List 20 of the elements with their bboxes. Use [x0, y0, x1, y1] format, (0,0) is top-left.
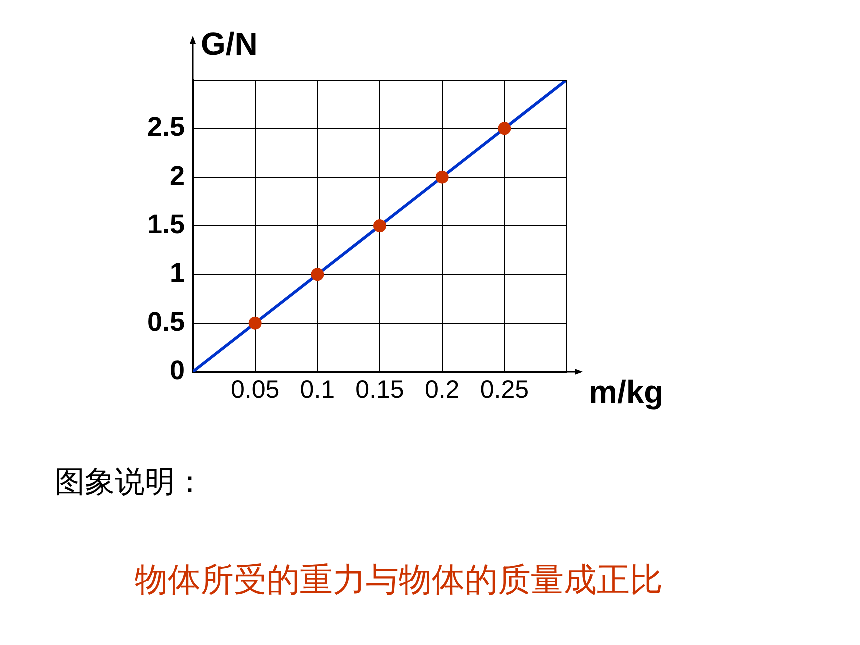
point	[248, 316, 262, 330]
x-tick-label: 0.05	[230, 376, 280, 404]
text: 图象说明：	[55, 464, 205, 502]
x-tick-label: 0.25	[480, 376, 530, 404]
point	[436, 170, 449, 184]
x-tick-label: 0.15	[356, 376, 404, 404]
y-tick-label: 1	[170, 258, 185, 288]
x-tick-label: 0.2	[424, 376, 460, 404]
point	[498, 122, 512, 136]
x-tick-label: 0.1	[300, 376, 336, 404]
text: 物体所受的重力与物体的质量成正比	[135, 559, 663, 601]
y-axis-title: G/N	[201, 26, 258, 62]
point	[311, 268, 324, 282]
x-axis-title: m/kg	[589, 374, 664, 410]
y-tick-label: 2	[170, 160, 185, 191]
y-tick-label: 2.5	[147, 112, 185, 142]
y-tick-label: 1.5	[147, 209, 185, 240]
y-tick-label: 0	[170, 355, 185, 386]
point	[374, 220, 386, 232]
y-tick-label: 0.5	[147, 306, 185, 337]
